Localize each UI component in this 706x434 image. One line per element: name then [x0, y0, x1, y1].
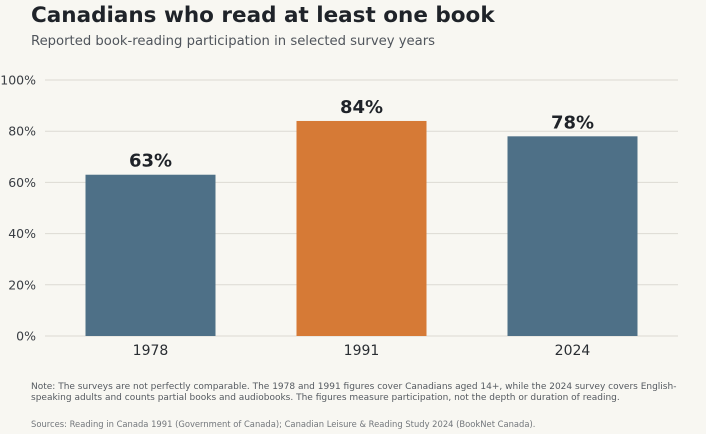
chart-subtitle: Reported book-reading participation in s…: [31, 34, 436, 49]
y-tick-label: 40%: [8, 226, 36, 241]
data-label-1978: 63%: [129, 151, 172, 172]
y-axis-ticks: 0% 20% 40% 60% 80% 100%: [0, 73, 36, 344]
bar-chart: 0% 20% 40% 60% 80% 100% 63% 84% 78% 1978 1991 202…: [0, 73, 678, 359]
chart-title: Canadians who read at least one book: [31, 3, 495, 28]
bar-2024: [507, 136, 638, 336]
bar-1978: [85, 174, 216, 336]
chart-sources: Sources: Reading in Canada 1991 (Governm…: [31, 419, 536, 429]
data-label-1991: 84%: [340, 97, 383, 118]
bar-1991: [296, 120, 427, 337]
chart-note: Note: The surveys are not perfectly comp…: [31, 382, 677, 403]
x-axis-ticks: 1978 1991 2024: [133, 343, 591, 359]
x-tick-label-1978: 1978: [133, 343, 169, 359]
data-labels: 63% 84% 78%: [129, 97, 594, 172]
y-tick-label: 0%: [16, 329, 36, 344]
bars: [85, 120, 638, 337]
y-tick-label: 60%: [8, 175, 36, 190]
x-tick-label-2024: 2024: [555, 343, 591, 359]
y-tick-label: 100%: [0, 73, 36, 88]
y-tick-label: 20%: [8, 277, 36, 292]
x-tick-label-1991: 1991: [344, 343, 380, 359]
y-tick-label: 80%: [8, 124, 36, 139]
data-label-2024: 78%: [551, 112, 594, 133]
